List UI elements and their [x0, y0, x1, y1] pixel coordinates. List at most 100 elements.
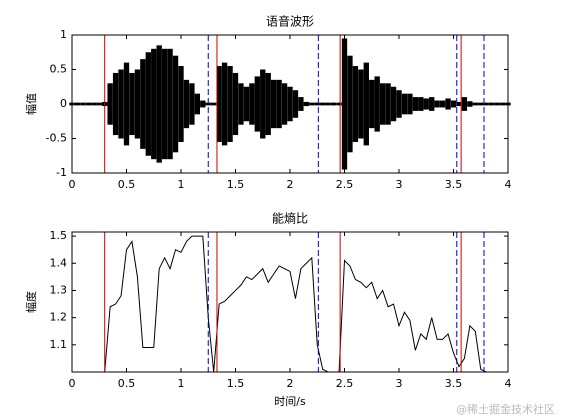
- waveform-segment: [107, 83, 113, 125]
- x-tick-label: 2.5: [336, 377, 354, 390]
- waveform-segment: [325, 102, 331, 106]
- waveform-segment: [221, 62, 228, 146]
- waveform-segment: [238, 83, 244, 125]
- waveform-segment: [363, 62, 369, 146]
- x-tick-label: 3: [396, 178, 403, 191]
- waveform-segment: [445, 98, 451, 110]
- y-tick-label: -0.5: [46, 132, 67, 145]
- waveform-segment: [276, 79, 282, 129]
- waveform-segment: [194, 93, 201, 115]
- waveform-segment: [379, 83, 386, 125]
- waveform-segment: [216, 66, 222, 142]
- waveform-segment: [96, 102, 102, 106]
- waveform-segment: [450, 100, 457, 108]
- y-tick-label: 1.1: [50, 338, 68, 351]
- waveform-segment: [341, 38, 348, 170]
- waveform-segment: [112, 72, 119, 136]
- waveform-segment: [401, 93, 408, 115]
- waveform-segment: [407, 93, 413, 115]
- waveform-segment: [287, 86, 293, 122]
- y-tick-label: 1.4: [50, 256, 68, 269]
- waveform-segment: [281, 83, 288, 125]
- waveform-segment: [358, 69, 364, 139]
- x-tick-label: 1: [178, 178, 185, 191]
- x-tick-label: 1.5: [227, 178, 245, 191]
- waveform-segment: [320, 102, 326, 106]
- waveform-segment: [330, 102, 337, 106]
- waveform-segment: [499, 102, 506, 106]
- waveform-segment: [434, 100, 440, 108]
- waveform-segment: [472, 102, 478, 106]
- waveform-segment: [347, 55, 353, 153]
- waveform-segment: [429, 97, 435, 111]
- waveform-segment: [151, 48, 157, 160]
- waveform-segment: [292, 90, 299, 118]
- waveform-segment: [494, 102, 500, 106]
- x-tick-label: 1: [178, 377, 185, 390]
- waveform-segment: [352, 66, 359, 142]
- y-tick-label: 1.3: [50, 283, 68, 296]
- waveform-segment: [161, 48, 168, 160]
- waveform-segment: [80, 102, 86, 106]
- x-tick-label: 1.5: [227, 377, 245, 390]
- plot-area: [72, 232, 508, 372]
- waveform-segment: [412, 97, 419, 111]
- x-tick-label: 4: [505, 178, 512, 191]
- waveform-segment: [156, 45, 162, 163]
- waveform-segment: [167, 48, 173, 160]
- watermark: @稀土掘金技术社区: [456, 402, 555, 416]
- x-axis-label: 时间/s: [274, 395, 306, 408]
- x-tick-label: 2.5: [336, 178, 354, 191]
- waveform-segment: [129, 72, 135, 136]
- x-tick-label: 0.5: [118, 377, 136, 390]
- x-tick-label: 0.5: [118, 178, 136, 191]
- waveform-segment: [260, 69, 266, 139]
- y-axis-label: 幅度: [24, 291, 38, 313]
- waveform-segment: [374, 76, 380, 132]
- waveform-segment: [396, 90, 402, 118]
- waveform-segment: [461, 97, 468, 111]
- x-tick-label: 3.5: [445, 377, 463, 390]
- waveform-segment: [385, 83, 391, 125]
- waveform-segment: [200, 100, 206, 108]
- waveform-segment: [336, 102, 342, 106]
- waveform-segment: [265, 72, 271, 136]
- waveform-segment: [227, 66, 233, 142]
- y-tick-label: 1: [60, 28, 67, 41]
- waveform-segment: [390, 86, 397, 122]
- waveform-segment: [483, 102, 489, 106]
- x-tick-label: 0: [69, 178, 76, 191]
- waveform-segment: [249, 83, 255, 125]
- chart-title: 能熵比: [272, 211, 308, 226]
- waveform-segment: [456, 101, 462, 107]
- chart-title: 语音波形: [266, 14, 314, 29]
- waveform-segment: [91, 102, 97, 106]
- x-tick-label: 3.5: [445, 178, 463, 191]
- x-tick-label: 3: [396, 377, 403, 390]
- waveform-segment: [211, 102, 217, 106]
- waveform-segment: [488, 102, 495, 106]
- axes-box: [71, 231, 509, 373]
- y-tick-label: -1: [56, 166, 67, 179]
- waveform-segment: [303, 101, 310, 107]
- waveform-segment: [423, 98, 429, 110]
- waveform-segment: [369, 79, 375, 129]
- waveform-segment: [418, 97, 424, 111]
- waveform-segment: [478, 102, 484, 106]
- waveform-segment: [172, 55, 179, 153]
- y-tick-label: 1.2: [50, 311, 68, 324]
- waveform-segment: [123, 62, 130, 146]
- waveform-segment: [298, 97, 304, 111]
- waveform-segment: [309, 102, 315, 106]
- line-series: [72, 235, 508, 373]
- y-tick-label: 1.5: [50, 229, 68, 242]
- waveform-segment: [314, 102, 320, 106]
- y-axis-label: 幅值: [25, 93, 38, 115]
- x-tick-label: 2: [287, 377, 294, 390]
- y-tick-label: 0: [60, 97, 67, 110]
- waveform-segment: [74, 102, 81, 106]
- waveform-segment: [467, 101, 473, 107]
- waveform-segment: [270, 79, 277, 129]
